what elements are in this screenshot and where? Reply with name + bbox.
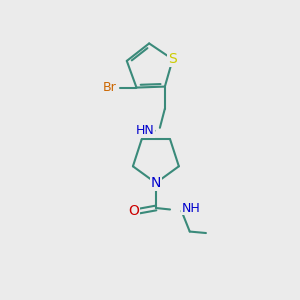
Text: NH: NH: [182, 202, 200, 214]
Text: HN: HN: [136, 124, 154, 137]
Text: S: S: [168, 52, 177, 66]
Text: O: O: [128, 204, 139, 218]
Text: N: N: [151, 176, 161, 190]
Text: Br: Br: [103, 81, 117, 94]
